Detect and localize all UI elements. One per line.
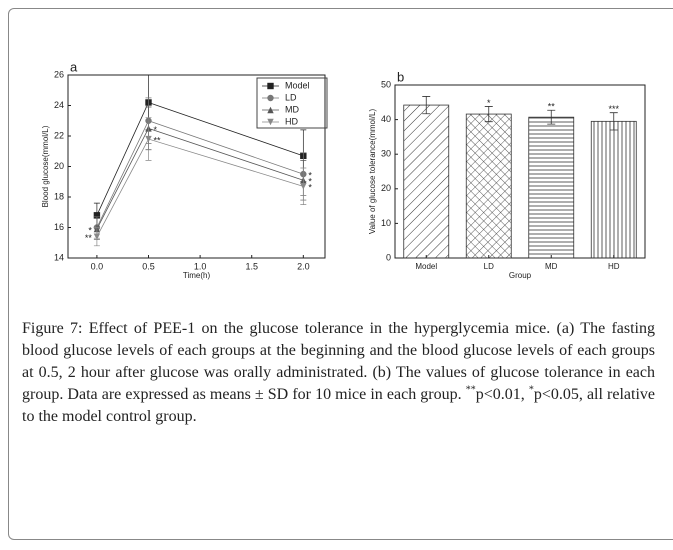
- y-axis-title: Blood glucose(mmol/L): [41, 125, 50, 207]
- x-tick-label: 0.5: [142, 261, 155, 271]
- significance-label: *: [308, 183, 312, 193]
- panel-label: b: [397, 69, 404, 84]
- x-axis-title: Group: [509, 271, 532, 280]
- legend-marker: [267, 82, 274, 90]
- legend-label: LD: [285, 92, 297, 102]
- significance-label: *: [308, 171, 312, 181]
- error-bar: [609, 112, 618, 131]
- significance-label: *: [487, 98, 491, 108]
- caption-text: p<0.01,: [475, 386, 529, 403]
- y-tick-label: 16: [54, 222, 64, 232]
- significance-label: *: [308, 177, 312, 187]
- significance-label: **: [85, 233, 93, 243]
- caption-sup: **: [465, 384, 476, 396]
- series-line: [96, 120, 304, 228]
- legend-marker: [267, 94, 274, 102]
- caption-text: Figure 7: Effect of PEE-1 on the glucose…: [22, 320, 655, 403]
- y-tick-label: 10: [381, 218, 391, 228]
- y-tick-label: 22: [54, 130, 64, 140]
- x-axis-title: Time(h): [183, 271, 211, 280]
- series-line: [96, 138, 304, 237]
- bar: [590, 120, 637, 259]
- y-tick-label: 18: [54, 191, 64, 201]
- bar: [465, 113, 512, 259]
- y-tick-label: 14: [54, 252, 64, 262]
- error-bar: [484, 106, 493, 123]
- significance-label: ***: [608, 104, 619, 114]
- significance-label: **: [548, 102, 556, 112]
- data-point: [93, 233, 101, 240]
- error-bar: [547, 109, 556, 125]
- y-tick-label: 40: [381, 114, 391, 124]
- error-bar: [422, 96, 431, 115]
- caption-sup: *: [528, 384, 534, 396]
- x-tick-label: MD: [545, 262, 558, 271]
- plot-frame: [394, 84, 646, 259]
- x-tick-label: 0.0: [91, 261, 104, 271]
- legend-label: HD: [285, 116, 298, 126]
- y-tick-label: 20: [54, 161, 64, 171]
- bar: [403, 104, 450, 259]
- significance-label: **: [154, 135, 162, 145]
- y-tick-label: 20: [381, 183, 391, 193]
- legend: [256, 77, 328, 129]
- plot-frame: [67, 74, 326, 259]
- y-axis-title: Value of glucose tolerance(mmol/L): [368, 109, 377, 235]
- caption-text: p<0.05, all relative to the model contro…: [22, 386, 655, 425]
- legend-marker: [267, 118, 274, 126]
- x-tick-label: 2.0: [297, 261, 310, 271]
- y-tick-label: 0: [386, 252, 391, 262]
- x-tick-label: 1.5: [245, 261, 258, 271]
- legend-label: Model: [285, 80, 310, 90]
- y-tick-label: 24: [54, 100, 64, 110]
- x-tick-label: HD: [608, 262, 620, 271]
- y-tick-label: 50: [381, 79, 391, 89]
- caption: Figure 7: Effect of PEE-1 on the glucose…: [22, 318, 655, 428]
- x-tick-label: LD: [484, 262, 494, 271]
- data-point: [300, 183, 307, 190]
- x-tick-label: 1.0: [194, 261, 207, 271]
- legend-marker: [267, 106, 274, 114]
- data-point: [93, 212, 101, 219]
- data-point: [145, 135, 152, 143]
- y-tick-label: 30: [381, 149, 391, 159]
- significance-label: *: [88, 225, 92, 235]
- significance-label: *: [154, 125, 158, 135]
- panel-label: a: [70, 59, 78, 74]
- x-tick-label: Model: [415, 262, 437, 271]
- legend-label: MD: [285, 104, 299, 114]
- bar: [528, 116, 575, 259]
- figure-frame: [8, 8, 673, 540]
- y-tick-label: 26: [54, 69, 64, 79]
